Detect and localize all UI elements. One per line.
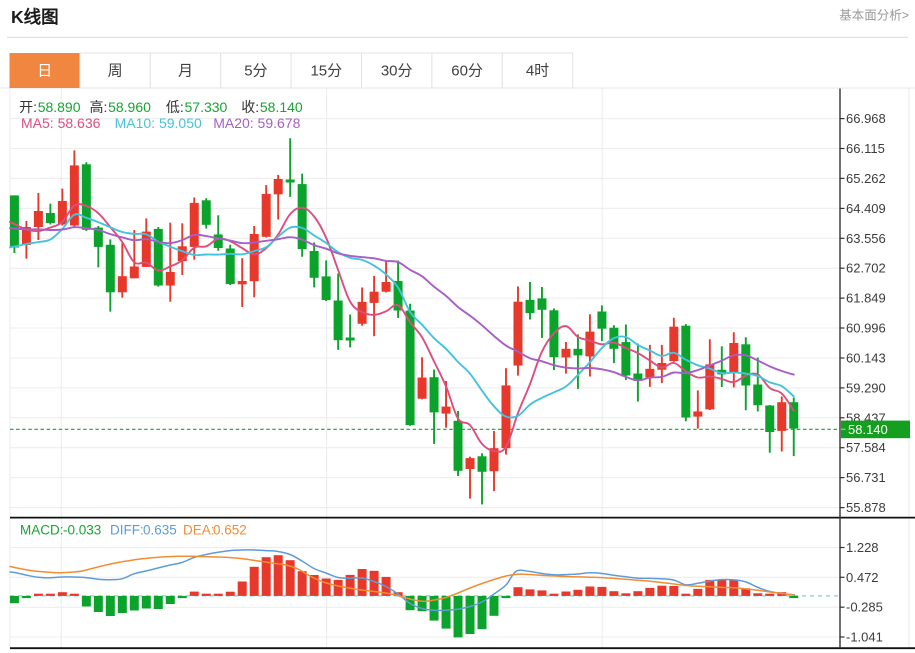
svg-text:收:: 收:: [241, 99, 259, 115]
svg-text:58.960: 58.960: [108, 99, 151, 115]
svg-text:60分: 60分: [451, 63, 483, 80]
svg-text:日: 日: [37, 63, 52, 80]
svg-text:15分: 15分: [310, 63, 342, 80]
svg-text:基本面分析>: 基本面分析>: [839, 9, 909, 23]
svg-text:4时: 4时: [526, 63, 549, 80]
svg-text:低:: 低:: [166, 99, 184, 115]
svg-text:MA20: 59.678: MA20: 59.678: [213, 115, 300, 131]
svg-text:61.849: 61.849: [846, 291, 886, 306]
svg-text:0.635: 0.635: [143, 523, 177, 538]
svg-text:56.731: 56.731: [846, 470, 886, 485]
svg-text:5分: 5分: [244, 63, 267, 80]
svg-text:开:: 开:: [19, 99, 37, 115]
svg-text:-1.041: -1.041: [846, 630, 883, 645]
svg-text:-0.033: -0.033: [63, 523, 101, 538]
svg-text:66.115: 66.115: [846, 141, 885, 156]
svg-text:62.702: 62.702: [846, 261, 886, 276]
svg-text:1.228: 1.228: [846, 540, 879, 555]
svg-text:64.409: 64.409: [846, 201, 886, 216]
svg-text:58.890: 58.890: [38, 99, 81, 115]
svg-text:55.878: 55.878: [846, 500, 886, 515]
svg-text:月: 月: [178, 63, 193, 80]
svg-text:57.584: 57.584: [846, 440, 886, 455]
svg-text:周: 周: [108, 63, 123, 80]
svg-text:MA10: 59.050: MA10: 59.050: [115, 115, 202, 131]
svg-text:K线图: K线图: [11, 7, 59, 27]
svg-text:30分: 30分: [381, 63, 413, 80]
svg-text:65.262: 65.262: [846, 171, 886, 186]
svg-text:MA5: 58.636: MA5: 58.636: [21, 115, 101, 131]
svg-text:60.996: 60.996: [846, 321, 886, 336]
svg-text:MACD:: MACD:: [20, 523, 64, 538]
svg-text:58.140: 58.140: [260, 99, 303, 115]
svg-text:高:: 高:: [90, 99, 108, 115]
svg-text:60.143: 60.143: [846, 351, 886, 366]
svg-text:57.330: 57.330: [185, 99, 228, 115]
svg-text:66.968: 66.968: [846, 111, 886, 126]
svg-text:63.556: 63.556: [846, 231, 886, 246]
svg-text:DEA:: DEA:: [183, 523, 215, 538]
svg-text:DIFF:: DIFF:: [110, 523, 144, 538]
svg-text:0.652: 0.652: [213, 523, 247, 538]
svg-text:0.472: 0.472: [846, 570, 879, 585]
svg-text:59.290: 59.290: [846, 380, 886, 395]
svg-text:58.140: 58.140: [848, 422, 888, 437]
svg-text:-0.285: -0.285: [846, 600, 883, 615]
